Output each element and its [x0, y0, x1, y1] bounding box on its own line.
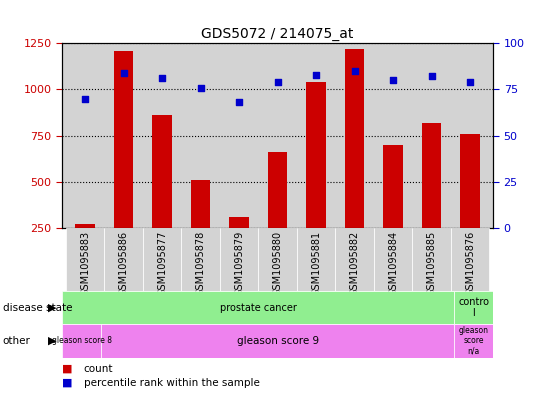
Point [81, 95, 89, 102]
Text: ▶: ▶ [48, 303, 57, 312]
Point [350, 68, 359, 74]
Text: GSM1095885: GSM1095885 [426, 231, 437, 296]
Text: GSM1095879: GSM1095879 [234, 231, 244, 296]
Bar [191, 180, 210, 274]
Point [273, 79, 282, 85]
Text: count: count [84, 364, 113, 374]
Bar [101, 324, 454, 358]
Bar [451, 228, 489, 291]
Text: GSM1095876: GSM1095876 [465, 231, 475, 296]
Bar [114, 51, 133, 274]
Bar [268, 152, 287, 274]
Text: GSM1095877: GSM1095877 [157, 231, 167, 296]
Bar [143, 228, 181, 291]
Bar [220, 228, 258, 291]
Point [196, 84, 205, 91]
Bar [335, 228, 374, 291]
Text: GSM1095881: GSM1095881 [311, 231, 321, 296]
Text: GSM1095880: GSM1095880 [273, 231, 282, 296]
Bar [383, 145, 403, 274]
Title: GDS5072 / 214075_at: GDS5072 / 214075_at [202, 27, 354, 41]
Point [389, 77, 397, 83]
Text: GSM1095883: GSM1095883 [80, 231, 90, 296]
Text: other: other [3, 336, 31, 346]
Bar [454, 291, 493, 324]
Bar [307, 82, 326, 274]
Bar [345, 49, 364, 274]
Bar [258, 228, 297, 291]
Text: ■: ■ [62, 378, 72, 388]
Bar [105, 228, 143, 291]
Text: ▶: ▶ [48, 336, 57, 346]
Text: GSM1095882: GSM1095882 [350, 231, 360, 296]
Text: GSM1095878: GSM1095878 [196, 231, 205, 296]
Bar [153, 115, 172, 274]
Point [119, 70, 128, 76]
Text: contro
l: contro l [458, 297, 489, 318]
Bar [460, 134, 480, 274]
Bar [454, 324, 493, 358]
Bar [75, 224, 95, 274]
Text: GSM1095886: GSM1095886 [119, 231, 129, 296]
Text: prostate cancer: prostate cancer [219, 303, 296, 312]
Point [235, 99, 244, 105]
Bar [422, 123, 441, 274]
Bar [297, 228, 335, 291]
Bar [66, 228, 105, 291]
Point [158, 75, 167, 81]
Point [312, 72, 320, 78]
Text: ■: ■ [62, 364, 72, 374]
Bar [181, 228, 220, 291]
Point [466, 79, 474, 85]
Text: gleason score 9: gleason score 9 [237, 336, 319, 346]
Text: GSM1095884: GSM1095884 [388, 231, 398, 296]
Bar [62, 324, 101, 358]
Text: disease state: disease state [3, 303, 72, 312]
Point [427, 73, 436, 80]
Bar [230, 217, 248, 274]
Text: gleason
score
n/a: gleason score n/a [459, 326, 488, 356]
Bar [412, 228, 451, 291]
Bar [374, 228, 412, 291]
Text: gleason score 8: gleason score 8 [52, 336, 112, 345]
Text: percentile rank within the sample: percentile rank within the sample [84, 378, 259, 388]
